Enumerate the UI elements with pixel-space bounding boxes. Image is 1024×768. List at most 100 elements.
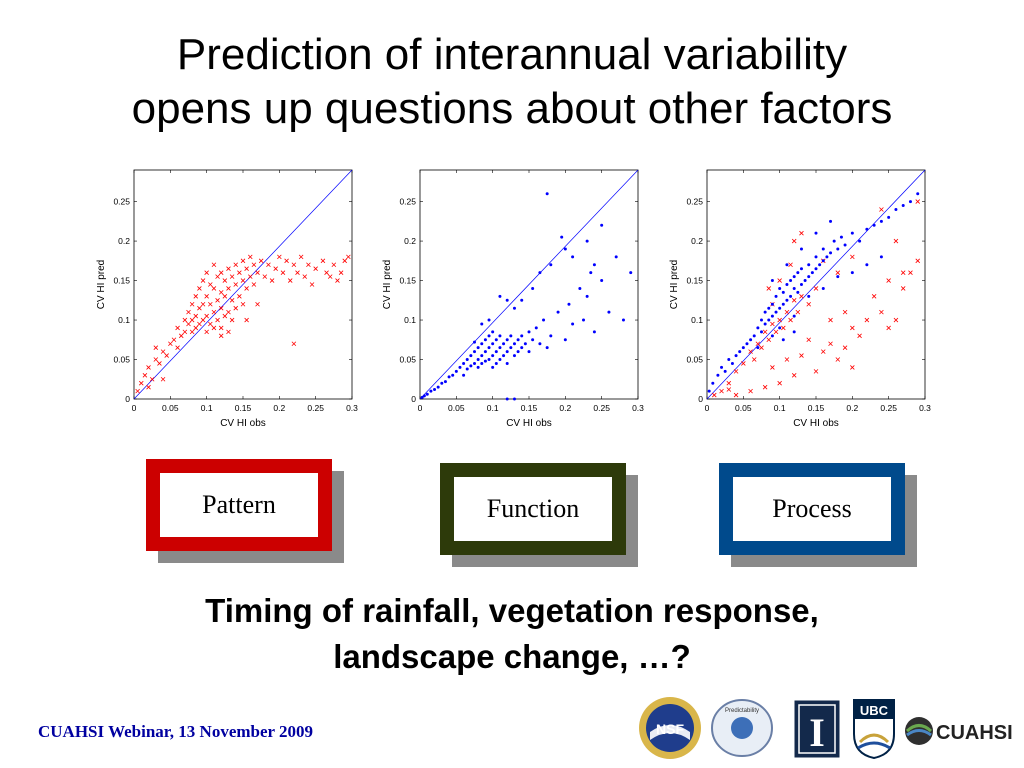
- scatter-point: [200, 301, 206, 307]
- scatter-point: [600, 223, 604, 227]
- scatter-point: [218, 305, 224, 311]
- scatter-point: [483, 350, 487, 354]
- scatter-point: [175, 345, 180, 350]
- scatter-point: [785, 263, 789, 267]
- scatter-point: [498, 294, 502, 298]
- scatter-point: [193, 294, 199, 299]
- y-tick-label: 0.2: [691, 236, 703, 246]
- scatter-point: [226, 309, 231, 315]
- scatter-point: [512, 342, 516, 346]
- scatter-point: [784, 357, 790, 362]
- scatter-point: [621, 318, 625, 322]
- illinois-logo-text: I: [809, 710, 825, 755]
- y-tick-label: 0.05: [686, 355, 703, 365]
- y-axis-label: CV HI pred: [382, 260, 393, 309]
- scatter-point: [592, 263, 596, 267]
- scatter-point: [839, 235, 843, 239]
- scatter-point: [751, 357, 757, 362]
- scatter-point: [164, 353, 169, 358]
- y-tick-label: 0.2: [118, 236, 130, 246]
- scatter-point: [542, 318, 546, 322]
- scatter-point: [491, 330, 495, 334]
- scatter-point: [171, 337, 177, 343]
- scatter-point: [760, 330, 763, 334]
- scatter-point: [240, 301, 246, 307]
- scatter-point: [894, 207, 898, 211]
- pattern-card-label: Pattern: [202, 490, 276, 519]
- process-card-frame: [719, 463, 905, 555]
- pattern-card-frame: [146, 459, 332, 551]
- scatter-point: [520, 346, 524, 350]
- scatter-point: [745, 342, 749, 346]
- scatter-point: [149, 376, 155, 382]
- scatter-point: [726, 380, 732, 386]
- scatter-point: [821, 286, 825, 290]
- scatter-point: [707, 389, 711, 393]
- scatter-point: [607, 310, 611, 314]
- slide-title: Prediction of interannual variability op…: [0, 28, 1024, 136]
- scatter-point: [291, 262, 297, 268]
- scatter-chart-3: 0 0.05 0.1 0.15 0.2 0.25 0.3 0 0.05 0.1 0.15 0.2 0.2…: [661, 150, 971, 440]
- scatter-point: [494, 361, 498, 365]
- scatter-point: [342, 258, 348, 264]
- scatter-point: [494, 338, 498, 342]
- scatter-point: [512, 354, 516, 358]
- x-tick-label: 0.1: [201, 403, 213, 413]
- x-tick-label: 0.2: [273, 403, 285, 413]
- scatter-point: [813, 369, 819, 374]
- scatter-point: [887, 215, 891, 219]
- scatter-point: [778, 306, 782, 310]
- scatter-point: [760, 318, 763, 322]
- pattern-card: Pattern: [146, 459, 346, 565]
- scatter-point: [711, 392, 717, 398]
- scatter-point: [741, 361, 746, 366]
- scatter-point: [799, 230, 804, 236]
- scatter-point: [762, 384, 768, 390]
- scatter-point: [208, 301, 213, 307]
- scatter-point: [792, 314, 796, 318]
- y-tick-label: 0.05: [399, 355, 416, 365]
- scatter-point: [781, 338, 785, 342]
- scatter-point: [480, 354, 484, 358]
- scatter-point: [520, 298, 524, 302]
- scatter-chart-2-svg: 0 0.05 0.1 0.15 0.2 0.25 0.3 0 0.05 0.1 0.15 0.2 0.2…: [382, 169, 644, 429]
- y-tick-label: 0.05: [113, 355, 130, 365]
- scatter-point: [901, 204, 905, 208]
- scatter-point: [233, 305, 239, 311]
- scatter-point: [781, 290, 785, 294]
- scatter-point: [433, 388, 437, 392]
- one-to-one-line: [706, 169, 926, 400]
- cuahsi-logo-icon: CUAHSI: [905, 717, 1013, 745]
- scatter-point: [153, 345, 159, 350]
- scatter-point: [549, 263, 553, 267]
- scatter-point: [864, 317, 870, 323]
- y-tick-label: 0: [698, 394, 703, 404]
- scatter-point: [836, 275, 840, 279]
- y-tick-label: 0.1: [404, 315, 416, 325]
- scatter-point: [509, 346, 513, 350]
- scatter-point: [338, 270, 344, 275]
- scatter-point: [291, 341, 297, 347]
- scatter-point: [443, 380, 447, 384]
- scatter-point: [211, 286, 217, 291]
- scatter-point: [916, 192, 920, 196]
- scatter-point: [208, 282, 213, 287]
- scatter-point: [215, 317, 220, 323]
- scatter-point: [578, 286, 582, 290]
- scatter-point: [829, 219, 833, 223]
- scatter-point: [269, 278, 275, 283]
- scatter-point: [480, 322, 484, 326]
- one-to-one-line: [419, 169, 639, 400]
- scatter-point: [146, 365, 151, 370]
- scatter-point: [516, 350, 520, 354]
- scatter-point: [788, 317, 793, 323]
- scatter-point: [476, 365, 480, 369]
- scatter-point: [893, 238, 899, 244]
- scatter-point: [810, 271, 814, 275]
- scatter-point: [792, 330, 796, 334]
- scatter-point: [614, 255, 618, 259]
- scatter-point: [829, 251, 833, 255]
- scatter-point: [766, 286, 772, 291]
- x-tick-label: 0.25: [307, 403, 324, 413]
- scatter-point: [240, 258, 246, 264]
